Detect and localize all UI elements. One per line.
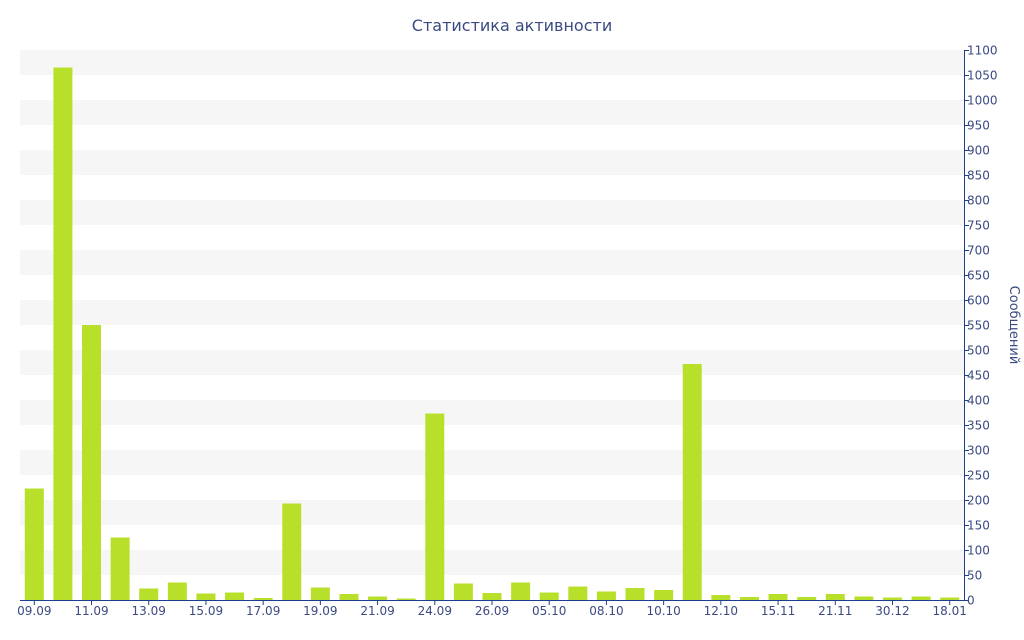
- bar: [568, 586, 588, 600]
- bar: [511, 582, 531, 600]
- y-tick-label: 600: [967, 294, 990, 308]
- bar: [739, 597, 759, 600]
- bar: [339, 594, 359, 600]
- bar: [882, 597, 902, 600]
- x-tick-label: 11.09: [74, 604, 108, 618]
- bar: [253, 598, 273, 600]
- grid-band: [20, 50, 964, 75]
- x-tick-label: 09.09: [17, 604, 51, 618]
- x-tick-label: 15.11: [761, 604, 795, 618]
- bar: [282, 503, 302, 600]
- y-tick-label: 700: [967, 244, 990, 258]
- y-tick-label: 650: [967, 269, 990, 283]
- x-tick-label: 05.10: [532, 604, 566, 618]
- bar: [24, 488, 44, 600]
- bar: [682, 364, 702, 600]
- bar: [797, 597, 817, 600]
- x-tick-label: 30.12: [875, 604, 909, 618]
- bar: [310, 587, 330, 600]
- grid-band: [20, 550, 964, 575]
- y-tick-label: 150: [967, 519, 990, 533]
- x-tick-label: 21.11: [818, 604, 852, 618]
- x-tick-label: 19.09: [303, 604, 337, 618]
- chart-title: Статистика активности: [412, 16, 612, 35]
- x-tick-label: 08.10: [589, 604, 623, 618]
- bar: [110, 537, 130, 600]
- bar: [911, 596, 931, 600]
- grid-band: [20, 200, 964, 225]
- bar: [368, 596, 388, 600]
- y-tick-label: 1100: [967, 44, 998, 58]
- grid-band: [20, 450, 964, 475]
- grid-band: [20, 300, 964, 325]
- bar: [825, 594, 845, 600]
- x-tick-label: 21.09: [360, 604, 394, 618]
- bars-layer: [24, 67, 960, 600]
- grid-band: [20, 500, 964, 525]
- y-axis: 0 50 100 150 200 250 300 350 400 450 500 550 600 650 7…: [964, 44, 998, 608]
- bar: [396, 598, 416, 600]
- bar: [625, 588, 645, 600]
- y-axis-label: Сообщений: [1006, 286, 1021, 365]
- x-tick-label: 17.09: [246, 604, 280, 618]
- bar: [82, 325, 102, 600]
- bar: [453, 583, 473, 600]
- grid-band: [20, 100, 964, 125]
- bar: [196, 593, 216, 600]
- bar: [854, 596, 874, 600]
- bar: [53, 67, 73, 600]
- x-tick-label: 10.10: [646, 604, 680, 618]
- y-tick-label: 850: [967, 169, 990, 183]
- y-tick-label: 950: [967, 119, 990, 133]
- grid-bands: [20, 50, 964, 575]
- y-tick-label: 0: [967, 594, 975, 608]
- y-tick-label: 500: [967, 344, 990, 358]
- x-tick-label: 12.10: [704, 604, 738, 618]
- x-axis: 09.09 11.09 13.09 15.09 17.09 19.09 21.09 24.09…: [17, 600, 967, 618]
- y-tick-label: 400: [967, 394, 990, 408]
- x-tick-label: 24.09: [418, 604, 452, 618]
- bar: [482, 593, 502, 600]
- y-tick-label: 100: [967, 544, 990, 558]
- bar: [940, 597, 960, 600]
- bar: [139, 588, 159, 600]
- y-tick-label: 250: [967, 469, 990, 483]
- x-tick-label: 18.01: [933, 604, 967, 618]
- grid-band: [20, 150, 964, 175]
- y-tick-label: 800: [967, 194, 990, 208]
- grid-band: [20, 250, 964, 275]
- x-tick-label: 15.09: [189, 604, 223, 618]
- bar: [654, 590, 674, 600]
- y-tick-label: 200: [967, 494, 990, 508]
- y-tick-label: 550: [967, 319, 990, 333]
- x-tick-label: 26.09: [475, 604, 509, 618]
- y-tick-label: 750: [967, 219, 990, 233]
- y-tick-label: 300: [967, 444, 990, 458]
- y-tick-label: 1000: [967, 94, 998, 108]
- y-tick-label: 450: [967, 369, 990, 383]
- grid-band: [20, 350, 964, 375]
- bar: [596, 591, 616, 600]
- y-tick-label: 350: [967, 419, 990, 433]
- grid-band: [20, 400, 964, 425]
- y-tick-label: 1050: [967, 69, 998, 83]
- bar: [539, 592, 559, 600]
- x-tick-label: 13.09: [132, 604, 166, 618]
- bar: [225, 592, 245, 600]
- bar: [425, 413, 445, 600]
- bar: [711, 595, 731, 600]
- bar: [768, 594, 788, 600]
- bar: [167, 582, 187, 600]
- y-tick-label: 900: [967, 144, 990, 158]
- y-tick-label: 50: [967, 569, 982, 583]
